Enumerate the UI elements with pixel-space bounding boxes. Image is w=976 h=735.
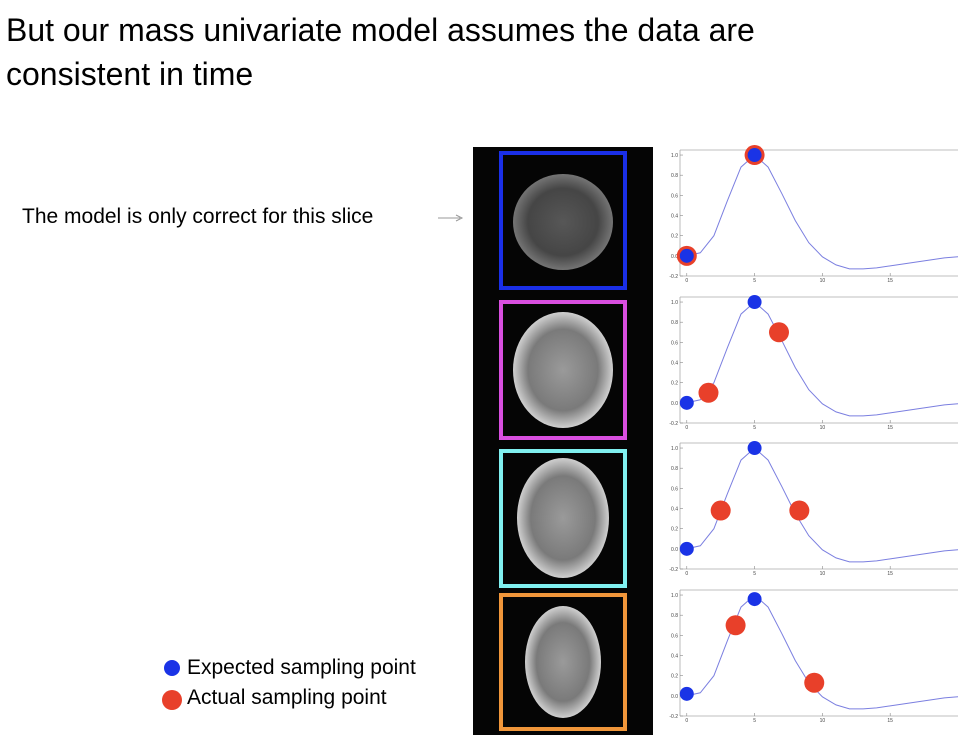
expected-point [747,148,762,163]
hrf-curve [686,594,959,710]
actual-point [698,382,719,403]
expected-point [679,248,694,263]
y-tick-label: 0.8 [671,466,678,472]
slice-box [499,300,627,440]
y-tick-label: 0.2 [671,527,678,533]
x-tick-label: 10 [820,718,826,724]
y-tick-label: 0.2 [671,381,678,387]
x-tick-label: 0 [685,278,688,284]
brain-slice [513,312,613,428]
y-tick-label: 0.6 [671,633,678,639]
actual-point [789,500,810,521]
x-tick-label: 0 [685,571,688,577]
hrf-curve [686,301,959,417]
expected-point [679,686,694,701]
y-tick-label: 0.6 [671,340,678,346]
x-tick-label: 0 [685,425,688,431]
y-tick-label: 0.0 [671,694,678,700]
slice-box [499,593,627,731]
expected-point [747,295,762,310]
brain-slice [517,458,609,578]
y-tick-label: 1.0 [671,153,678,159]
x-tick-label: 5 [753,571,756,577]
actual-point [804,672,825,693]
y-tick-label: 0.2 [671,674,678,680]
legend-marker [164,660,180,676]
expected-point [679,395,694,410]
brain-slice [513,174,613,270]
slice-box [499,449,627,588]
legend-label: Expected sampling point [187,656,416,679]
x-tick-label: 10 [820,278,826,284]
hrf-curve [686,154,959,270]
expected-point [747,592,762,607]
hrf-curve [686,447,959,563]
brain-slice [525,606,601,718]
y-tick-label: 0.6 [671,486,678,492]
x-tick-label: 5 [753,718,756,724]
y-tick-label: 0.8 [671,613,678,619]
x-tick-label: 15 [887,718,893,724]
y-tick-label: 0.4 [671,507,678,513]
legend-label: Actual sampling point [187,686,387,709]
legend-marker [162,690,182,710]
x-tick-label: 15 [887,425,893,431]
arrow-head [455,214,464,222]
y-tick-label: -0.2 [669,274,678,280]
actual-point [710,500,731,521]
x-tick-label: 10 [820,425,826,431]
x-tick-label: 15 [887,278,893,284]
y-tick-label: -0.2 [669,567,678,573]
x-tick-label: 10 [820,571,826,577]
x-tick-label: 5 [753,278,756,284]
y-tick-label: 0.8 [671,173,678,179]
y-tick-label: 0.0 [671,547,678,553]
expected-point [747,441,762,456]
y-tick-label: 0.0 [671,401,678,407]
y-tick-label: -0.2 [669,714,678,720]
y-tick-label: 1.0 [671,446,678,452]
actual-point [768,322,789,343]
y-tick-label: 0.6 [671,193,678,199]
slice-box [499,151,627,290]
x-tick-label: 0 [685,718,688,724]
expected-point [679,541,694,556]
y-tick-label: 0.4 [671,361,678,367]
y-tick-label: 0.0 [671,254,678,260]
y-tick-label: 1.0 [671,593,678,599]
y-tick-label: -0.2 [669,421,678,427]
slide-title: But our mass univariate model assumes th… [6,12,755,92]
y-tick-label: 1.0 [671,300,678,306]
x-tick-label: 15 [887,571,893,577]
y-tick-label: 0.4 [671,654,678,660]
y-tick-label: 0.8 [671,320,678,326]
y-tick-label: 0.4 [671,214,678,220]
annotation: The model is only correct for this slice [22,205,374,228]
y-tick-label: 0.2 [671,234,678,240]
actual-point [725,615,746,636]
x-tick-label: 5 [753,425,756,431]
